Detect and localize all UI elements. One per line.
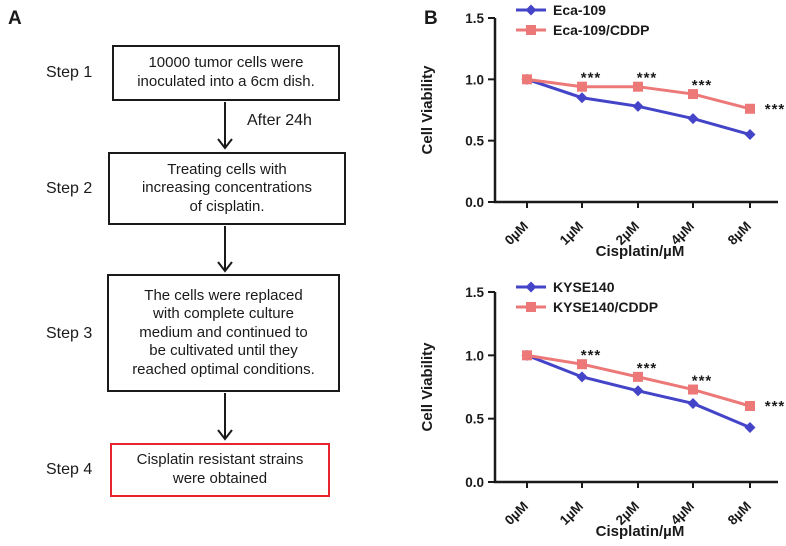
marker-square xyxy=(577,359,587,370)
significance-stars: *** xyxy=(637,360,658,377)
marker-diamond xyxy=(525,281,537,293)
step-1-box: 10000 tumor cells were inoculated into a… xyxy=(112,45,340,101)
marker-diamond xyxy=(576,92,588,104)
x-axis-title: Cisplatin/µM xyxy=(596,523,685,540)
flowchart-arrows xyxy=(217,102,233,441)
marker-square xyxy=(522,74,532,85)
legend-label: KYSE140/CDDP xyxy=(553,299,658,315)
x-tick-label: 8µM xyxy=(725,499,754,528)
legend-label: KYSE140 xyxy=(553,279,615,295)
marker-square xyxy=(688,384,698,395)
marker-diamond xyxy=(525,4,537,16)
marker-diamond xyxy=(687,113,699,125)
marker-square xyxy=(526,302,536,312)
marker-square xyxy=(745,401,755,411)
marker-square xyxy=(522,350,532,361)
marker-diamond xyxy=(744,422,756,434)
x-tick-label: 1µM xyxy=(557,499,586,528)
step-4-label: Step 4 xyxy=(46,461,93,478)
panel-b-label: B xyxy=(424,8,438,29)
y-axis-title: Cell Viability xyxy=(419,65,436,155)
marker-diamond xyxy=(744,129,756,141)
significance-stars: *** xyxy=(581,347,602,364)
step-4-box-highlighted: Cisplatin resistant strains were obtaine… xyxy=(110,443,330,497)
significance-stars: *** xyxy=(692,77,713,94)
x-tick-label: 8µM xyxy=(725,219,754,248)
x-tick-label: 1µM xyxy=(557,219,586,248)
significance-stars: *** xyxy=(765,398,786,415)
step-2-label: Step 2 xyxy=(46,180,93,197)
y-tick-label: 1.0 xyxy=(465,348,484,363)
flow-arrow-1 xyxy=(217,102,233,150)
significance-stars: *** xyxy=(765,101,786,118)
after-24h-label: After 24h xyxy=(247,112,312,129)
marker-square xyxy=(526,25,536,35)
flow-arrow-2 xyxy=(217,226,233,273)
marker-diamond xyxy=(576,371,588,383)
step-2-box: Treating cells with increasing concentra… xyxy=(108,152,346,225)
y-tick-label: 0.5 xyxy=(465,134,484,149)
step-3-box: The cells were replaced with complete cu… xyxy=(107,274,340,392)
step-3-label: Step 3 xyxy=(46,325,93,342)
y-tick-label: 0.5 xyxy=(465,412,484,427)
y-tick-label: 1.5 xyxy=(465,11,484,26)
y-tick-label: 0.0 xyxy=(465,195,484,210)
marker-square xyxy=(577,81,587,92)
significance-stars: *** xyxy=(581,70,602,87)
marker-square xyxy=(633,81,643,92)
panel-a-label: A xyxy=(8,8,22,29)
significance-stars: *** xyxy=(637,70,658,87)
x-tick-label: 0µM xyxy=(502,219,531,248)
y-tick-label: 1.0 xyxy=(465,72,484,87)
y-tick-label: 1.5 xyxy=(465,285,484,300)
step-1-label: Step 1 xyxy=(46,64,93,81)
x-tick-label: 0µM xyxy=(502,499,531,528)
marker-square xyxy=(745,103,755,114)
legend-label: Eca-109 xyxy=(553,2,606,18)
marker-diamond xyxy=(687,397,699,409)
marker-square xyxy=(633,371,643,382)
marker-diamond xyxy=(632,385,644,397)
y-axis-title: Cell Viability xyxy=(419,342,436,432)
significance-stars: *** xyxy=(692,373,713,390)
legend-label: Eca-109/CDDP xyxy=(553,22,650,38)
x-axis-title: Cisplatin/µM xyxy=(596,243,685,260)
y-tick-label: 0.0 xyxy=(465,475,484,490)
marker-diamond xyxy=(632,100,644,112)
marker-square xyxy=(688,89,698,100)
flow-arrow-3 xyxy=(217,393,233,441)
